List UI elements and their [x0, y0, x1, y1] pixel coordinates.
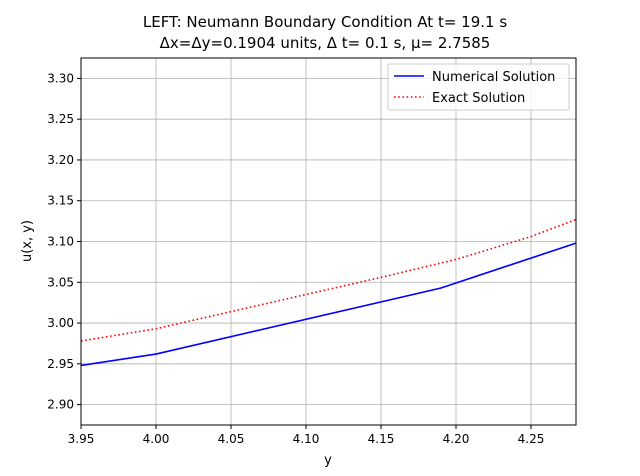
x-tick-label: 4.25 [518, 432, 545, 446]
x-tick-label: 4.00 [143, 432, 170, 446]
chart-title-line2: Δx=Δy=0.1904 units, Δ t= 0.1 s, μ= 2.758… [160, 34, 491, 52]
series-layer [80, 218, 577, 367]
x-tick-label: 3.95 [68, 432, 95, 446]
series-line-1 [80, 218, 577, 342]
y-tick-label: 3.30 [47, 71, 74, 85]
x-axis-label: y [324, 453, 332, 468]
legend-label-exact: Exact Solution [432, 91, 525, 106]
ticks: 3.95 4.00 4.05 4.10 4.15 4.20 4.25 2.90 2.95 3.00… [47, 71, 544, 446]
y-tick-label: 2.90 [47, 398, 74, 412]
y-tick-label: 3.25 [47, 112, 74, 126]
series-line-0 [80, 242, 577, 367]
x-tick-label: 4.15 [368, 432, 395, 446]
legend: Numerical Solution Exact Solution [387, 63, 570, 111]
y-tick-label: 3.15 [47, 194, 74, 208]
y-tick-label: 3.10 [47, 235, 74, 249]
grid [80, 58, 576, 425]
legend-label-numerical: Numerical Solution [432, 70, 555, 85]
y-tick-label: 3.20 [47, 153, 74, 167]
y-axis-label: u(x, y) [20, 220, 35, 262]
y-tick-label: 2.95 [47, 357, 74, 371]
chart-title-line1: LEFT: Neumann Boundary Condition At t= 1… [143, 13, 507, 31]
x-tick-label: 4.05 [218, 432, 245, 446]
x-tick-label: 4.10 [293, 432, 320, 446]
y-tick-label: 3.00 [47, 316, 74, 330]
legend-box [387, 63, 570, 111]
y-tick-label: 3.05 [47, 275, 74, 289]
x-tick-label: 4.20 [443, 432, 470, 446]
